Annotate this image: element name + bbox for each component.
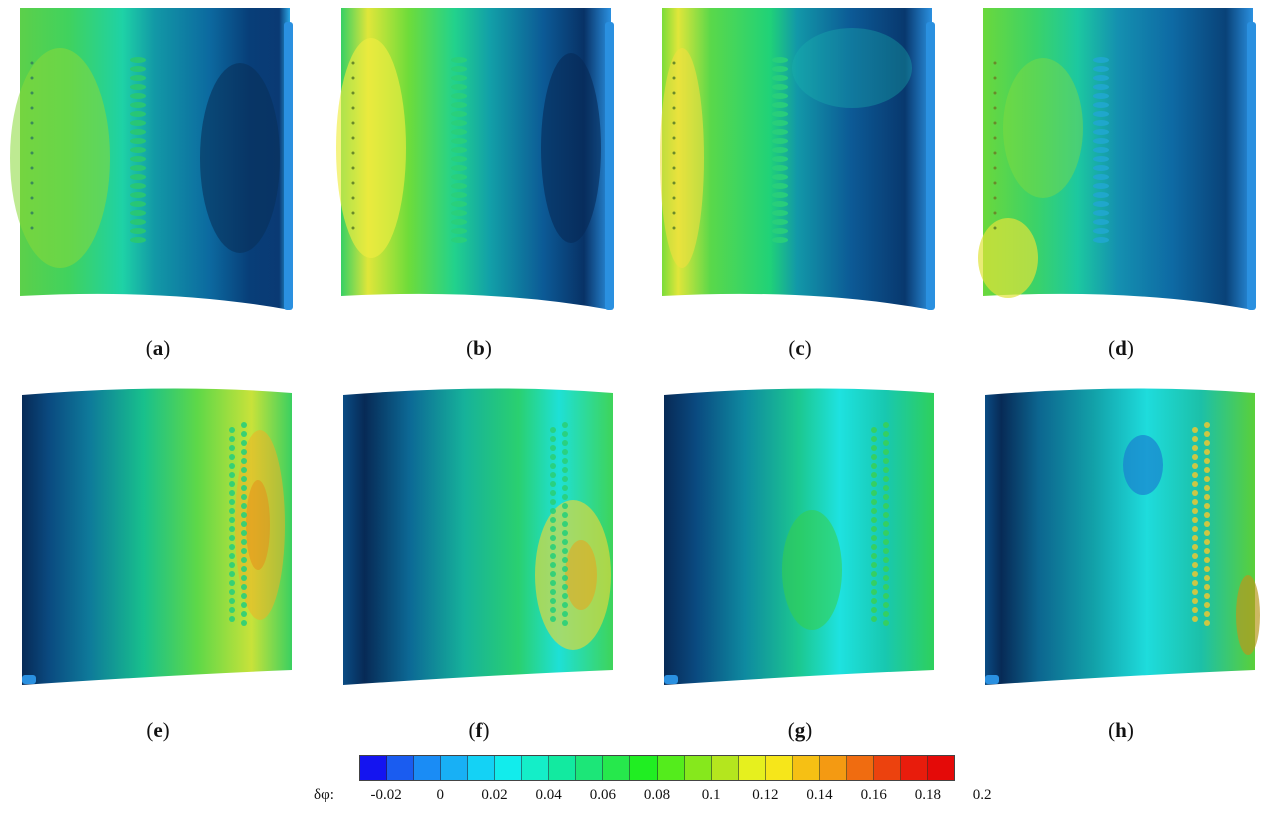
caption-d: (d)	[1108, 336, 1134, 360]
contour-panel-a	[10, 8, 296, 310]
contour-panel-b	[336, 8, 617, 310]
contour-panel-c	[660, 8, 938, 310]
colorbar-segment	[522, 756, 550, 780]
contour-panel-g	[662, 385, 938, 685]
colorbar-tick-label: 0.18	[914, 787, 942, 803]
contour-panel-d	[978, 8, 1259, 310]
colorbar-segment	[819, 756, 847, 780]
caption-c: (c)	[788, 336, 812, 360]
colorbar-segment	[495, 756, 523, 780]
colorbar-segment	[576, 756, 604, 780]
colorbar-segment	[630, 756, 658, 780]
colorbar-segment	[657, 756, 685, 780]
colorbar-segment	[603, 756, 631, 780]
colorbar-segment	[846, 756, 874, 780]
contour-panel-e	[20, 385, 296, 685]
colorbar-tick-label: 0.16	[860, 787, 887, 803]
contour-plot-b	[336, 8, 614, 310]
contour-plot-e	[22, 388, 292, 685]
colorbar-tick-label: 0.2	[972, 787, 992, 803]
colorbar-segment	[468, 756, 496, 780]
colorbar-tick-label: 0.02	[481, 787, 508, 803]
colorbar-segment	[738, 756, 766, 780]
contour-plot-a	[10, 8, 293, 310]
colorbar-tick-label: -0.02	[370, 787, 402, 803]
colorbar-segment	[792, 756, 820, 780]
colorbar-segment	[765, 756, 793, 780]
contour-panel-h	[983, 385, 1260, 685]
contour-plot-g	[664, 388, 934, 685]
contour-plot-h	[985, 388, 1260, 685]
colorbar-segment	[414, 756, 442, 780]
colorbar	[359, 755, 955, 781]
colorbar-label: δφ:	[314, 787, 334, 803]
colorbar-segment	[711, 756, 739, 780]
colorbar-tick-label: 0.14	[806, 787, 833, 803]
colorbar-segment	[927, 756, 955, 780]
caption-e: (e)	[146, 718, 170, 742]
contour-panel-f	[341, 385, 617, 685]
colorbar-segment	[387, 756, 415, 780]
colorbar-tick-label: 0.1	[701, 787, 721, 803]
contour-plot-f	[343, 388, 613, 685]
caption-f: (f)	[468, 718, 490, 742]
caption-h: (h)	[1108, 718, 1134, 742]
colorbar-segment	[873, 756, 901, 780]
colorbar-tick-label: 0.04	[535, 787, 562, 803]
caption-a: (a)	[145, 336, 171, 360]
colorbar-segment	[360, 756, 388, 780]
colorbar-tick-label: 0.06	[589, 787, 616, 803]
colorbar-segment	[549, 756, 577, 780]
colorbar-segment	[900, 756, 928, 780]
colorbar-segment	[441, 756, 469, 780]
caption-b: (b)	[466, 336, 492, 360]
colorbar-segment	[684, 756, 712, 780]
colorbar-tick-label: 0.12	[752, 787, 779, 803]
contour-plot-c	[660, 8, 935, 310]
colorbar-tick-label: 0.08	[643, 787, 671, 803]
colorbar-tick-label: 0	[436, 787, 445, 803]
caption-g: (g)	[787, 718, 813, 742]
contour-plot-d	[978, 8, 1256, 310]
